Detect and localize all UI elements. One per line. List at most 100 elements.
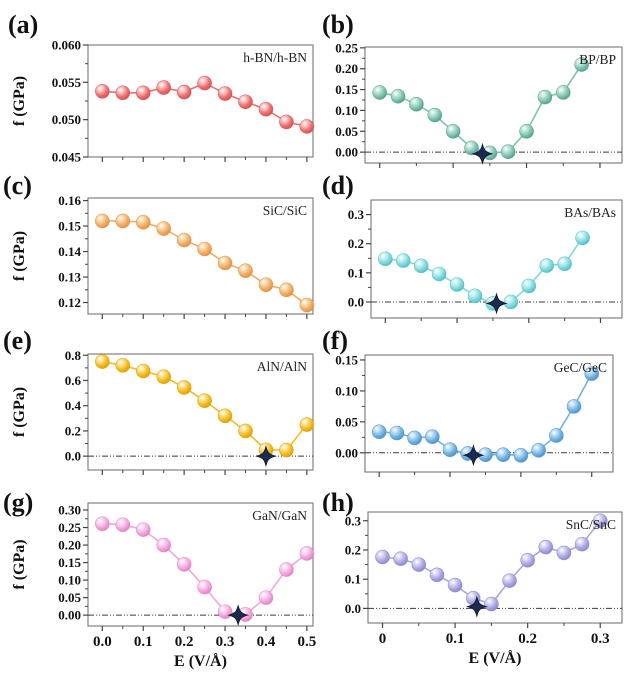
data-point	[197, 579, 212, 595]
subplot-b: 0.00 0.05 0.10 0.15 0.20 0.25 BP/BP (b)	[322, 10, 623, 168]
plot-frame	[367, 511, 623, 624]
series-line	[379, 64, 583, 154]
data-point	[425, 429, 440, 445]
subplot-a: 0.045 0.050 0.055 0.060 f (GPa) h-BN/h-BN (a)	[8, 10, 315, 165]
y-tick-label: 0.00	[335, 445, 358, 460]
data-point	[407, 430, 422, 446]
legend-label: GeC/GeC	[554, 360, 607, 375]
y-tick-label: 0.30	[58, 503, 81, 518]
data-point	[549, 428, 564, 443]
panel-label: (g)	[3, 488, 33, 517]
series-line	[102, 220, 308, 306]
star-marker	[465, 595, 488, 618]
plot-frame	[364, 354, 614, 473]
data-point	[413, 258, 429, 274]
data-point	[217, 604, 233, 619]
x-axis	[101, 470, 308, 475]
legend-label: SnC/SnC	[566, 517, 616, 532]
data-point	[135, 85, 151, 101]
data-point	[279, 114, 294, 130]
data-point	[395, 253, 411, 268]
data-point	[217, 255, 233, 271]
data-point	[445, 123, 461, 139]
y-tick-label: 0.0	[345, 601, 361, 616]
legend-label: AlN/AlN	[257, 359, 308, 374]
subplot-e: 0.0 0.2 0.4 0.6 0.8 f (GPa) AlN/AlN (e)	[3, 326, 315, 475]
y-axis: 0.00 0.05 0.10 0.15 0.20 0.25 0.30	[58, 503, 88, 623]
y-axis: 0.0 0.1 0.2 0.3	[345, 513, 368, 616]
y-tick-label: 0.25	[335, 40, 358, 55]
x-axis	[384, 318, 602, 323]
y-tick-label: 0.25	[58, 520, 81, 535]
data-point	[238, 94, 253, 110]
y-axis: 0.0 0.1 0.2 0.3	[348, 207, 371, 309]
data-point	[217, 86, 233, 101]
data-point	[431, 266, 447, 282]
subplot-d: 0.0 0.1 0.2 0.3 BAs/BAs (d)	[322, 171, 623, 323]
x-tick-label: 0.4	[257, 634, 276, 650]
data-point	[115, 213, 131, 229]
x-tick-label: 0	[379, 631, 387, 647]
y-tick-label: 0.00	[335, 145, 358, 160]
data-point	[197, 393, 212, 408]
data-point	[449, 277, 465, 292]
data-series	[372, 57, 589, 161]
y-axis-label: f (GPa)	[11, 387, 28, 437]
data-series	[375, 513, 608, 612]
data-point	[502, 573, 517, 588]
star-marker	[462, 444, 485, 467]
panel-label: (f)	[322, 326, 348, 355]
y-axis: 0.00 0.05 0.10 0.15 0.20 0.25	[335, 40, 365, 160]
legend-label: GaN/GaN	[252, 508, 307, 523]
series-line	[102, 522, 308, 616]
y-tick-label: 0.15	[58, 219, 81, 234]
data-point	[95, 354, 110, 369]
y-tick-label: 0.05	[335, 124, 358, 139]
data-point	[555, 85, 571, 100]
data-point	[299, 119, 315, 134]
y-axis: 0.0 0.2 0.4 0.6 0.8	[65, 348, 88, 464]
x-axis	[101, 314, 308, 319]
legend-label: h-BN/h-BN	[243, 50, 307, 65]
data-series	[378, 230, 590, 311]
data-point	[156, 369, 171, 384]
data-point	[429, 567, 445, 583]
x-tick-label: 0.2	[175, 634, 194, 650]
y-tick-label: 0.2	[65, 423, 81, 438]
data-point	[279, 282, 294, 298]
y-tick-label: 0.6	[65, 373, 82, 388]
y-tick-label: 0.045	[52, 150, 82, 165]
y-tick-label: 0.20	[335, 61, 358, 76]
data-point	[495, 447, 511, 462]
data-point	[135, 363, 151, 379]
subplot-f: 0.00 0.05 0.10 0.15 GeC/GeC (f)	[322, 326, 614, 477]
data-point	[531, 443, 546, 458]
data-point	[503, 294, 519, 310]
panel-label: (a)	[8, 10, 38, 39]
x-tick-label: 0.1	[134, 634, 153, 650]
subplot-c: 0.12 0.13 0.14 0.15 0.16 f (GPa) SiC/SiC (c)	[3, 171, 315, 319]
y-axis: 0.045 0.050 0.055 0.060	[52, 38, 88, 165]
data-point	[372, 85, 387, 100]
data-point	[156, 221, 171, 236]
data-point	[389, 425, 405, 441]
data-point	[393, 551, 408, 567]
data-point	[557, 256, 572, 272]
x-axis-label: E (V/Å)	[174, 652, 227, 670]
data-point	[520, 552, 535, 568]
data-series	[95, 213, 315, 313]
data-point	[299, 297, 315, 313]
data-point	[279, 442, 294, 458]
data-point	[258, 277, 274, 292]
y-tick-label: 0.05	[335, 414, 358, 429]
y-tick-label: 0.3	[345, 513, 362, 528]
plot-frame	[87, 502, 314, 627]
data-point	[258, 101, 274, 117]
data-point	[556, 545, 572, 561]
panel-label: (b)	[322, 10, 354, 39]
data-point	[176, 380, 192, 395]
data-point	[238, 423, 253, 439]
data-point	[115, 358, 131, 373]
data-point	[574, 536, 590, 552]
